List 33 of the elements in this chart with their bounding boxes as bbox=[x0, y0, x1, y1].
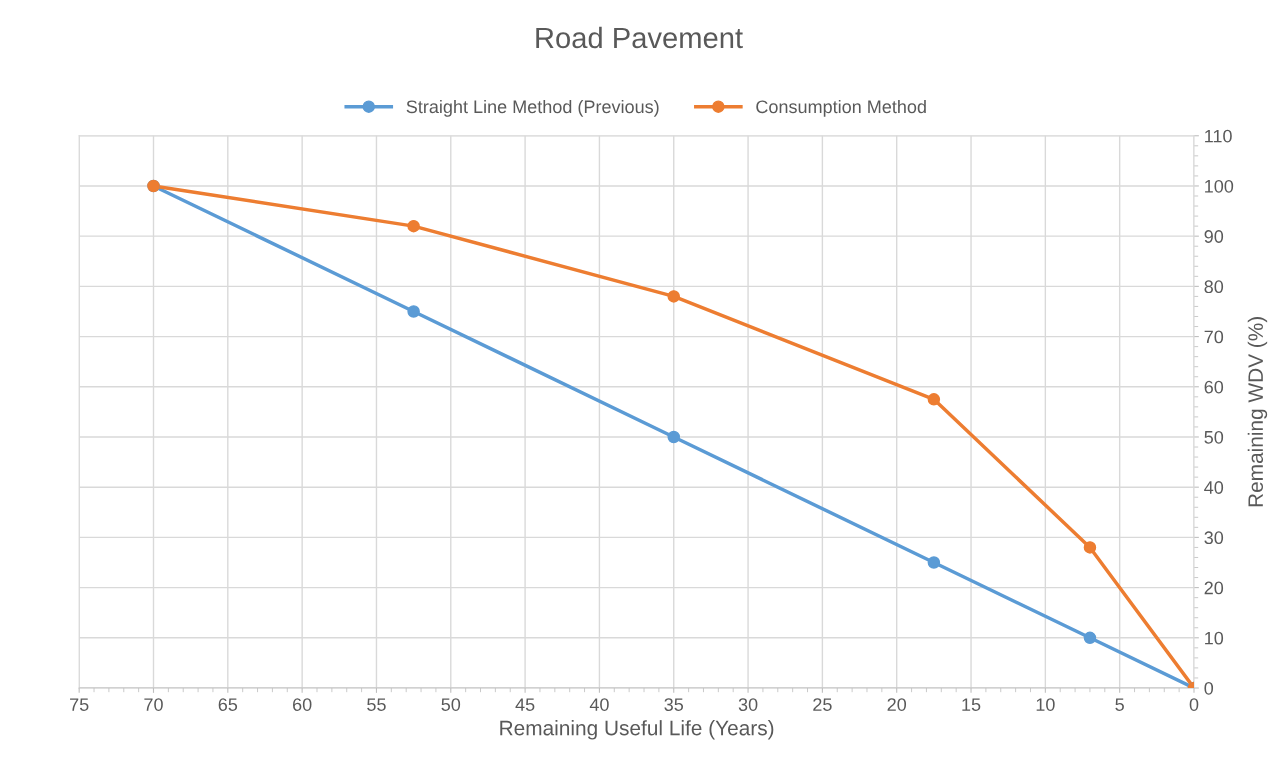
y-tick-label: 70 bbox=[1204, 330, 1224, 344]
y-tick-label: 0 bbox=[1204, 681, 1214, 695]
x-tick-label: 70 bbox=[144, 698, 163, 711]
y-tick-label: 20 bbox=[1204, 581, 1224, 595]
x-tick-label: 15 bbox=[962, 698, 981, 711]
x-tick-label: 45 bbox=[515, 698, 535, 711]
x-tick-label: 5 bbox=[1115, 698, 1124, 711]
y-tick-label: 80 bbox=[1204, 280, 1224, 294]
chart-title: Road Pavement bbox=[536, 26, 743, 49]
x-tick-label: 55 bbox=[367, 698, 386, 711]
x-tick-label: 75 bbox=[70, 698, 89, 711]
x-tick-label: 10 bbox=[1036, 698, 1055, 711]
y-tick-label: 10 bbox=[1205, 631, 1224, 645]
y-tick-label: 110 bbox=[1205, 129, 1232, 143]
x-axis-title: Remaining Useful Life (Years) bbox=[500, 720, 774, 740]
y-axis-title: Remaining WDV (%) bbox=[1247, 317, 1268, 507]
x-tick-label: 25 bbox=[813, 698, 832, 711]
y-tick-label: 90 bbox=[1204, 230, 1224, 243]
x-tick-label: 20 bbox=[887, 698, 907, 711]
y-tick-label: 100 bbox=[1205, 179, 1234, 193]
y-tick-label: 40 bbox=[1204, 481, 1224, 494]
legend-label: Consumption Method bbox=[756, 99, 926, 117]
y-tick-label: 30 bbox=[1204, 531, 1224, 545]
legend-label: Straight Line Method (Previous) bbox=[406, 99, 659, 117]
x-tick-label: 30 bbox=[738, 698, 758, 711]
x-tick-label: 40 bbox=[589, 698, 609, 711]
x-tick-label: 60 bbox=[293, 698, 312, 711]
y-tick-label: 50 bbox=[1204, 430, 1224, 444]
x-tick-label: 50 bbox=[441, 698, 461, 711]
x-tick-label: 0 bbox=[1189, 698, 1199, 711]
x-tick-label: 65 bbox=[218, 698, 238, 711]
x-tick-label: 35 bbox=[664, 698, 684, 711]
y-tick-label: 60 bbox=[1204, 380, 1224, 394]
